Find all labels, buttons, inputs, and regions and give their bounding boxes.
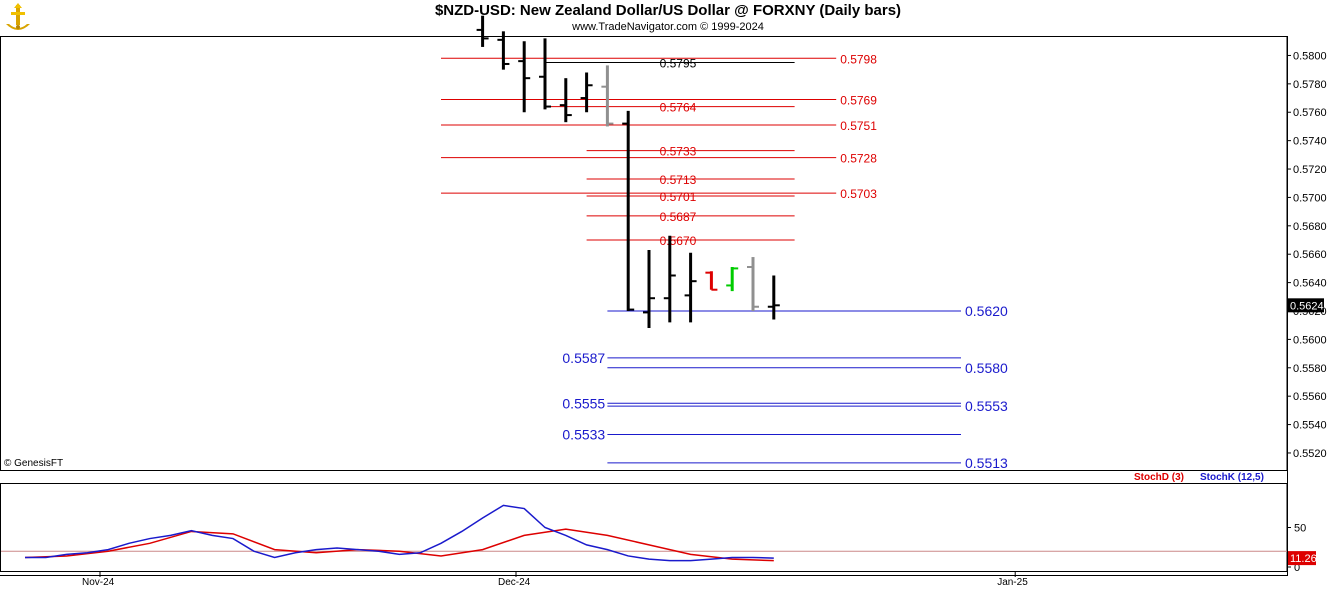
level-label: 0.5513 [965,455,1008,471]
stoch-tick-label: 50 [1294,523,1306,535]
level-label: 0.5553 [965,398,1008,414]
trade-navigator-logo-icon [6,3,30,30]
price-tick-label: 0.5700 [1293,192,1327,204]
price-tick-label: 0.5740 [1293,136,1327,148]
level-label: 0.5713 [660,173,697,187]
level-label: 0.5798 [840,52,877,66]
x-tick-label: Jan-25 [997,577,1028,588]
price-tick-label: 0.5760 [1293,107,1327,119]
stoch-last-label: 11.26 [1290,553,1317,565]
level-label: 0.5795 [660,57,697,71]
price-panel-frame [0,36,1288,471]
price-tick-label: 0.5560 [1293,391,1327,403]
level-label: 0.5733 [660,145,697,159]
x-tick-label: Dec-24 [498,577,531,588]
price-tick-label: 0.5580 [1293,363,1327,375]
stoch-series-line-1 [25,504,774,562]
level-label: 0.5769 [840,93,877,107]
level-label: 0.5670 [660,234,697,248]
level-label: 0.5703 [840,187,877,201]
copyright-text: © GenesisFT [4,458,64,469]
legend-stochd: StochD (3) [1134,472,1184,483]
level-label: 0.5587 [562,350,605,366]
price-tick-label: 0.5660 [1293,249,1327,261]
price-tick-label: 0.5680 [1293,221,1327,233]
chart-subtitle: www.TradeNavigator.com © 1999-2024 [572,21,764,33]
price-tick-label: 0.5780 [1293,79,1327,91]
level-label: 0.5728 [840,152,877,166]
price-tick-label: 0.5540 [1293,420,1327,432]
level-label: 0.5701 [660,190,697,204]
level-label: 0.5764 [660,101,697,115]
price-tick-label: 0.5800 [1293,50,1327,62]
stoch-series-line-0 [24,528,774,562]
stoch-last-badge [1288,551,1316,566]
last-price-badge [1288,298,1324,313]
stoch-tick-label: 0 [1294,562,1300,574]
price-tick-label: 0.5640 [1293,278,1327,290]
level-label: 0.5555 [562,395,605,411]
price-tick-label: 0.5720 [1293,164,1327,176]
last-price-label: 0.5624 [1290,300,1324,312]
price-tick-label: 0.5520 [1293,448,1327,460]
chart-title: $NZD-USD: New Zealand Dollar/US Dollar @… [434,2,902,19]
x-tick-label: Nov-24 [82,577,115,588]
level-label: 0.5533 [562,427,605,443]
level-label: 0.5687 [660,210,697,224]
legend-stochk: StochK (12,5) [1200,472,1264,483]
level-label: 0.5751 [840,119,877,133]
level-label: 0.5620 [965,303,1008,319]
level-label: 0.5580 [965,360,1008,376]
price-tick-label: 0.5600 [1293,334,1327,346]
